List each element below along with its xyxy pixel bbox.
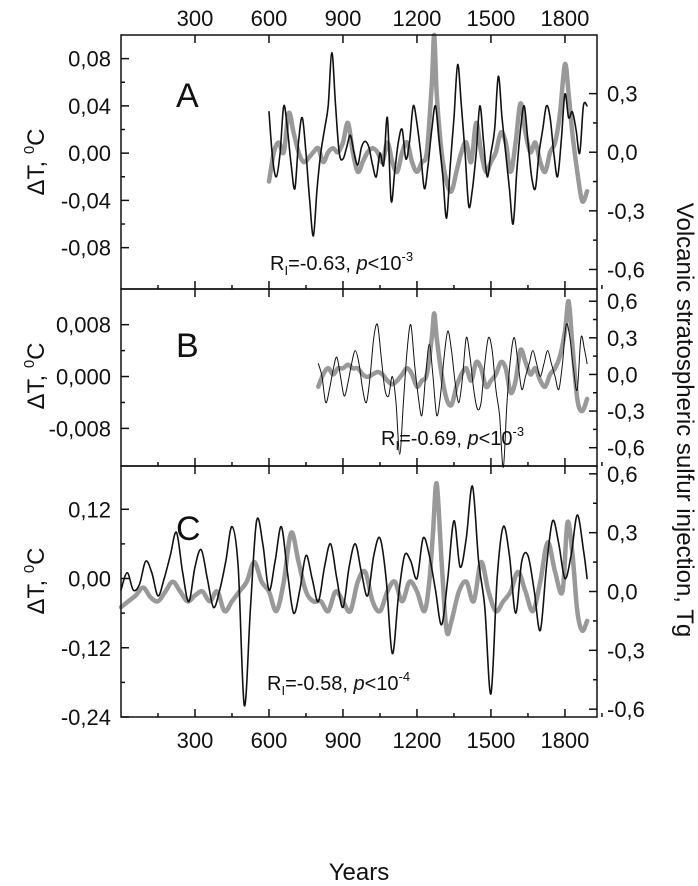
x-top-tick-label: 1200: [392, 6, 441, 31]
panel-b-left-axis-title-unit: C: [23, 342, 50, 359]
panel-c-right-tick-label: 0,6: [607, 462, 638, 487]
panel-a-annot-p: p: [355, 253, 367, 275]
panel-c-right-tick-label: -0,6: [607, 697, 645, 722]
panel-c-left-tick-label: -0,12: [61, 636, 111, 661]
x-top-tick-label: 1800: [540, 6, 589, 31]
panel-c-left-axis-title-unit: C: [23, 547, 50, 564]
panel-b-right-tick-label: 0,6: [607, 289, 638, 314]
panel-a-left-tick-label: -0,04: [61, 188, 111, 213]
panel-a-right-tick-label: -0,3: [607, 199, 645, 224]
x-top-tick-label: 600: [251, 6, 288, 31]
panel-b-volcanic-series-line: [316, 298, 590, 414]
panel-a-left-tick-label: -0,08: [61, 236, 111, 261]
right-axis-title: Volcanic stratospheric sulfur injection,…: [671, 203, 698, 637]
panel-b-right-tick-label: -0,3: [607, 399, 645, 424]
panel-a-correlation-annotation: RI=-0.63, p<10-3: [270, 249, 413, 278]
panel-c-left-axis-title-delta: ΔT,: [23, 573, 50, 614]
panel-b-temperature-series-line: [317, 323, 588, 468]
panel-c-annot-r: R: [267, 673, 281, 695]
x-bottom-tick-label: 900: [325, 728, 362, 753]
panel-a-left-axis-title: ΔT, 0C: [21, 128, 50, 195]
panel-a-annot-r: R: [270, 253, 284, 275]
panel-a-left-axis-title-unit: C: [23, 128, 50, 145]
panel-a-annot-lt: <10: [368, 253, 402, 275]
panel-frames: [120, 34, 598, 718]
panel-b-annot-exponent: -3: [513, 424, 525, 439]
panel-b-annot-r: R: [381, 428, 395, 450]
x-top-tick-label: 300: [177, 6, 214, 31]
x-bottom-tick-label: 1500: [466, 728, 515, 753]
panel-a-right-tick-label: 0,0: [607, 140, 638, 165]
panel-a-right-tick-label: 0,3: [607, 82, 638, 107]
panel-c-annot-p: p: [352, 673, 364, 695]
panel-b-right-tick-label: 0,3: [607, 326, 638, 351]
panel-b-correlation-annotation: RI=-0.69, p<10-3: [381, 424, 524, 453]
panel-a-temperature-series-line: [268, 51, 588, 237]
panel-b-right-tick-label: -0,6: [607, 436, 645, 461]
panel-a-left-tick-label: 0,08: [68, 47, 111, 72]
panel-a-left-axis-title-delta: ΔT,: [23, 154, 50, 195]
x-bottom-tick-label: 1200: [392, 728, 441, 753]
panel-c-annot-lt: <10: [365, 673, 399, 695]
panel-b-left-axis-title: ΔT, 0C: [21, 342, 50, 409]
x-top-tick-label: 1500: [466, 6, 515, 31]
panel-b-left-tick-label: 0,000: [56, 365, 111, 390]
panel-a-letter: A: [176, 77, 199, 115]
panel-c-correlation-annotation: RI=-0.58, p<10-4: [267, 669, 410, 698]
panel-a-annot-exponent: -3: [402, 249, 414, 264]
panel-b-annot-r-value: =-0.69,: [399, 428, 467, 450]
panel-c-left-tick-label: -0,24: [61, 705, 111, 730]
panel-b-annot-r-subscript: I: [395, 438, 399, 453]
x-bottom-tick-label: 1800: [540, 728, 589, 753]
panel-a-annot-r-value: =-0.63,: [288, 253, 356, 275]
panel-a-right-tick-label: -0,6: [607, 257, 645, 282]
panel-c-right-tick-label: 0,0: [607, 580, 638, 605]
panel-b-left-tick-label: -0,008: [49, 416, 111, 441]
plots-layer: [118, 32, 590, 707]
panel-b-letter: B: [176, 327, 199, 365]
x-bottom-tick-label: 300: [177, 728, 214, 753]
axes-layer: 0,080,040,00-0,04-0,080,30,0-0,3-0,6ARI=…: [21, 6, 645, 753]
panel-c-volcanic-series-line: [118, 481, 590, 637]
panel-c-left-tick-label: 0,12: [68, 497, 111, 522]
panel-a-annot-r-subscript: I: [284, 263, 288, 278]
panel-b-annot-p: p: [466, 428, 478, 450]
panel-b-left-tick-label: 0,008: [56, 313, 111, 338]
panel-c-left-tick-label: 0,00: [68, 567, 111, 592]
panel-a-volcanic-series-line: [266, 32, 590, 204]
panel-c-left-axis-title-degree: 0: [21, 565, 38, 573]
panel-a-left-tick-label: 0,00: [68, 141, 111, 166]
panel-b-annot-lt: <10: [479, 428, 513, 450]
x-axis-title: Years: [329, 859, 390, 886]
x-bottom-tick-label: 600: [251, 728, 288, 753]
panel-b-left-axis-title-degree: 0: [21, 360, 38, 368]
panel-c-annot-exponent: -4: [399, 669, 411, 684]
panel-c-left-axis-title: ΔT, 0C: [21, 547, 50, 614]
x-top-tick-label: 900: [325, 6, 362, 31]
panel-b-left-axis-title-delta: ΔT,: [23, 368, 50, 409]
panel-c-right-tick-label: -0,3: [607, 638, 645, 663]
panel-c-annot-r-subscript: I: [281, 683, 285, 698]
panel-c-annot-r-value: =-0.58,: [285, 673, 353, 695]
panel-b-right-tick-label: 0,0: [607, 362, 638, 387]
panel-c-letter: C: [176, 510, 201, 548]
panel-c-temperature-series-line: [120, 485, 588, 707]
panel-a-left-tick-label: 0,04: [68, 94, 111, 119]
panel-c-right-tick-label: 0,3: [607, 521, 638, 546]
panel-a-left-axis-title-degree: 0: [21, 146, 38, 154]
